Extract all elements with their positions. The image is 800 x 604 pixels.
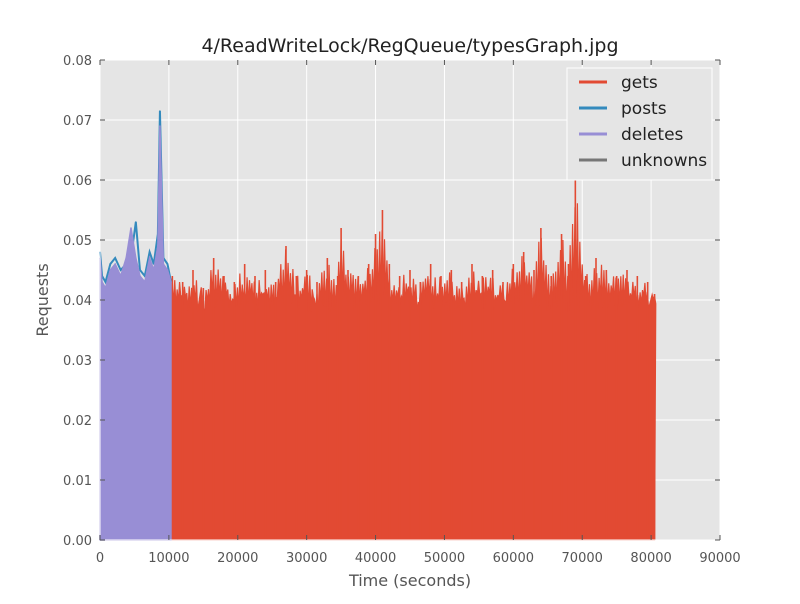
x-tick-label: 50000 — [424, 551, 465, 566]
x-tick-label: 30000 — [286, 551, 327, 566]
x-tick-label: 10000 — [148, 551, 189, 566]
series-deletes-point — [159, 125, 161, 127]
y-tick-label: 0.00 — [63, 534, 92, 549]
y-tick-label: 0.02 — [63, 414, 92, 429]
legend-label: gets — [621, 73, 658, 93]
legend: gets posts deletes unknowns — [566, 67, 713, 181]
axes: 0 10000 20000 30000 40000 50000 60000 70000 8000… — [63, 54, 741, 566]
y-tick-label: 0.06 — [63, 174, 92, 189]
series-posts-point — [119, 269, 122, 271]
series-posts-point — [104, 281, 107, 283]
x-tick-label: 20000 — [217, 551, 258, 566]
legend-label: deletes — [621, 125, 684, 145]
series-posts-point — [114, 257, 116, 259]
x-axis-label: Time (seconds) — [348, 571, 471, 590]
series-posts-point — [166, 263, 169, 265]
series-posts-point — [135, 221, 137, 223]
y-tick-label: 0.04 — [63, 294, 92, 309]
x-tick-label: 70000 — [562, 551, 603, 566]
series-deletes-point — [139, 275, 141, 277]
y-tick-label: 0.05 — [63, 234, 92, 249]
x-tick-label: 0 — [96, 551, 104, 566]
series-deletes-point — [119, 275, 122, 277]
series-deletes-point — [104, 287, 107, 289]
series-deletes-point — [109, 269, 112, 271]
series-deletes-point — [148, 257, 151, 259]
series-deletes-point — [125, 257, 127, 259]
series-posts-point — [139, 269, 141, 271]
legend-label: unknowns — [621, 151, 707, 171]
x-tick-label: 60000 — [493, 551, 534, 566]
data-layer — [99, 110, 657, 541]
series-deletes-point — [166, 269, 169, 271]
series-deletes-point — [114, 263, 116, 265]
chart-title: 4/ReadWriteLock/RegQueue/typesGraph.jpg — [201, 35, 618, 57]
series-gets-area — [171, 203, 657, 541]
y-tick-label: 0.07 — [63, 114, 92, 129]
x-tick-label: 40000 — [355, 551, 396, 566]
y-tick-label: 0.01 — [63, 474, 92, 489]
y-tick-label: 0.08 — [63, 54, 92, 69]
series-deletes-point — [135, 257, 137, 259]
x-tick-label: 80000 — [630, 551, 671, 566]
x-tick-label: 90000 — [699, 551, 740, 566]
series-posts-point — [159, 110, 161, 112]
series-deletes-point — [162, 263, 165, 265]
series-deletes-point — [143, 281, 146, 283]
legend-label: posts — [621, 99, 667, 119]
series-deletes-point — [157, 245, 159, 247]
series-deletes-point — [101, 281, 103, 283]
series-posts-point — [109, 263, 112, 265]
y-axis-label: Requests — [33, 263, 52, 336]
series-deletes-point — [170, 281, 172, 283]
series-posts-point — [148, 251, 151, 253]
series-deletes-point — [130, 227, 132, 229]
y-tick-label: 0.03 — [63, 354, 92, 369]
series-deletes-point — [152, 269, 155, 271]
